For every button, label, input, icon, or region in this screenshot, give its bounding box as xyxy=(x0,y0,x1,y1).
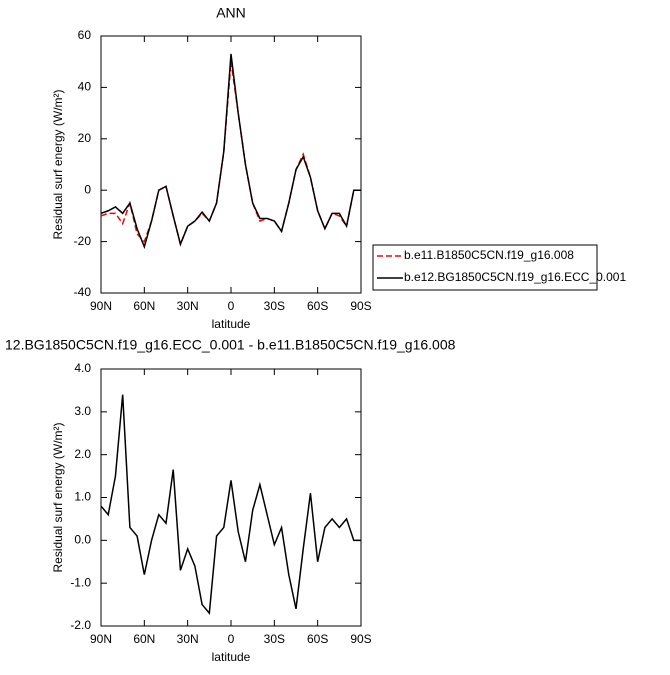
x-tick-label: 0 xyxy=(228,632,235,646)
x-tick-label: 0 xyxy=(228,299,235,313)
data-line xyxy=(100,394,361,616)
chart-title: 12.BG1850C5CN.f19_g16.ECC_0.001 - b.e11.… xyxy=(5,337,456,353)
plot-frame xyxy=(100,368,362,627)
y-tick-label: 40 xyxy=(78,80,92,94)
x-tick-label: 90N xyxy=(90,632,112,646)
y-tick-label: -40 xyxy=(74,285,92,299)
data-line xyxy=(100,61,361,247)
y-axis-label: Residual surf energy (W/m²) xyxy=(51,422,65,572)
legend-box xyxy=(372,244,598,291)
chart-title: ANN xyxy=(216,5,246,21)
y-tick-label: 0.0 xyxy=(74,533,91,547)
x-tick-label: 90S xyxy=(350,299,371,313)
y-tick-label: 2.0 xyxy=(74,447,91,461)
x-tick-label: 60S xyxy=(307,632,328,646)
x-tick-label: 90S xyxy=(350,632,371,646)
x-tick-label: 30S xyxy=(264,632,285,646)
x-tick-label: 60S xyxy=(307,299,328,313)
y-tick-label: 3.0 xyxy=(74,404,91,418)
x-tick-label: 30N xyxy=(177,299,199,313)
legend-label: b.e12.BG1850C5CN.f19_g16.ECC_0.001 xyxy=(404,270,626,284)
x-tick-label: 30S xyxy=(264,299,285,313)
x-axis-label: latitude xyxy=(212,317,251,331)
x-tick-label: 30N xyxy=(177,632,199,646)
y-tick-label: 60 xyxy=(78,28,92,42)
plot-frame xyxy=(100,35,362,294)
y-tick-label: -1.0 xyxy=(70,575,91,589)
y-tick-label: 4.0 xyxy=(74,361,91,375)
legend-label: b.e11.B1850C5CN.f19_g16.008 xyxy=(404,248,574,262)
y-tick-label: -20 xyxy=(74,234,92,248)
y-tick-label: 0 xyxy=(84,182,91,196)
data-line xyxy=(100,53,361,250)
x-tick-label: 60N xyxy=(133,299,155,313)
y-axis-label: Residual surf energy (W/m²) xyxy=(51,89,65,239)
x-tick-label: 90N xyxy=(90,299,112,313)
y-tick-label: -2.0 xyxy=(70,618,91,632)
x-axis-label: latitude xyxy=(212,650,251,664)
y-tick-label: 1.0 xyxy=(74,490,91,504)
y-tick-label: 20 xyxy=(78,131,92,145)
x-tick-label: 60N xyxy=(133,632,155,646)
